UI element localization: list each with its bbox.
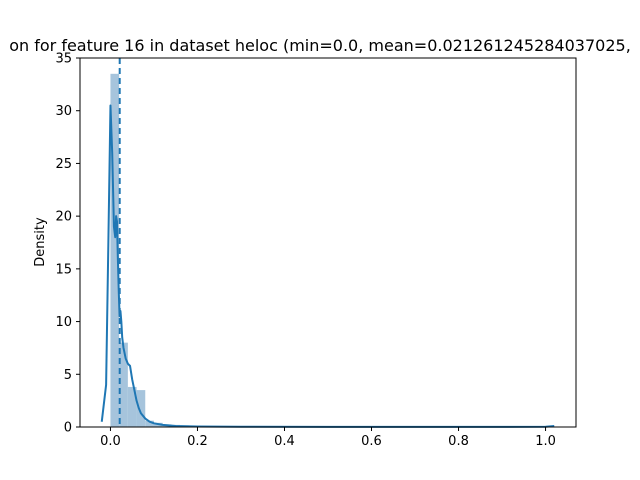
y-tick-label-2: 10 [55, 315, 72, 330]
histogram-bar-3 [136, 390, 146, 427]
histogram-bar-4 [145, 420, 154, 427]
x-tick-label-5: 1.0 [535, 434, 556, 449]
x-tick-label-0: 0.0 [100, 434, 121, 449]
y-tick-label-5: 25 [55, 157, 72, 172]
x-tick-label-3: 0.6 [361, 434, 382, 449]
x-tick-label-1: 0.2 [187, 434, 208, 449]
histogram-bar-1 [119, 342, 128, 427]
y-tick-label-0: 0 [64, 421, 72, 436]
kde-line [100, 104, 555, 428]
x-tick-label-4: 0.8 [448, 434, 469, 449]
x-tick-label-2: 0.4 [274, 434, 295, 449]
y-axis-label: Density [33, 217, 48, 267]
y-axis-ticks: 0 5 10 15 20 25 30 35 [55, 52, 80, 436]
chart-title: on for feature 16 in dataset heloc (min=… [9, 36, 631, 55]
y-tick-label-6: 30 [55, 104, 72, 119]
histogram-bars [110, 73, 546, 428]
y-tick-label-4: 20 [55, 210, 72, 225]
x-axis-ticks: 0.0 0.2 0.4 0.6 0.8 1.0 [100, 427, 556, 449]
histogram-bar-0 [110, 73, 120, 428]
kde-curve [100, 104, 555, 428]
plot-frame [79, 57, 577, 428]
y-tick-label-1: 5 [64, 368, 72, 383]
histogram-bar-2 [127, 386, 137, 427]
y-tick-label-3: 15 [55, 262, 72, 277]
y-tick-label-7: 35 [55, 52, 72, 67]
